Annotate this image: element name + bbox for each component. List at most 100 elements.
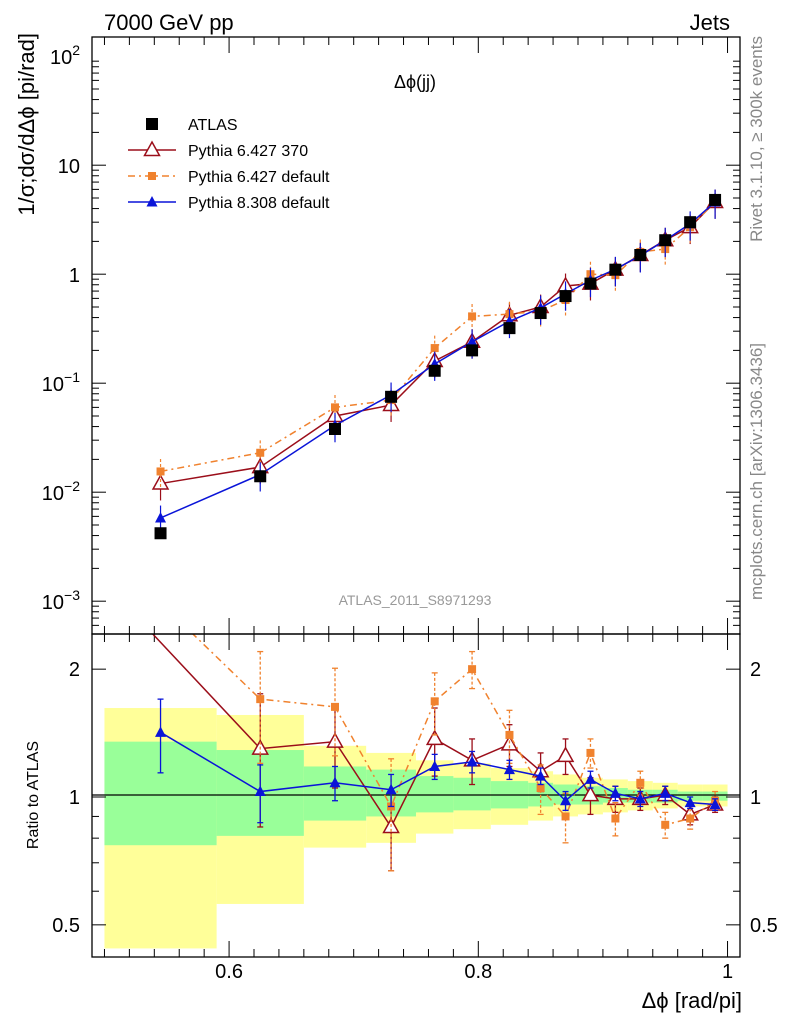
main-title: Δϕ(jj) [394,72,436,92]
marker-open-triangle [556,746,575,763]
y-tick-label: 10−1 [42,369,80,396]
marker-small-square [505,730,514,739]
marker-filled-triangle [466,755,478,767]
marker-small-square [430,344,439,353]
marker-filled-triangle [709,798,721,810]
marker-square [466,344,479,357]
y-tick-label-base: 10 [42,483,64,505]
legend: ATLAS Pythia 6.427 370 Pythia 6.427 defaul… [128,117,330,212]
side-label-bottom: mcplots.cern.ch [arXiv:1306.3436] [747,343,766,600]
marker-square [709,193,722,206]
legend-label: ATLAS [188,117,238,134]
ratio-frame [91,633,741,958]
main-series-py8 [155,189,721,535]
marker-filled-triangle [466,335,478,347]
marker-small-square [256,695,265,704]
watermark: ATLAS_2011_S8971293 [339,592,492,608]
marker-small-square [430,697,439,706]
marker-filled-triangle [659,787,671,798]
marker-filled-triangle [684,796,696,808]
ratio-y-tick-label-right: 1 [750,787,761,809]
marker-filled-triangle [609,787,621,798]
marker-square [146,118,158,130]
marker-filled-triangle [584,773,596,784]
marker-small-square [331,403,339,412]
legend-label: Pythia 6.427 default [188,169,330,186]
y-tick-label: 10−3 [42,587,80,614]
marker-square [559,290,572,303]
marker-filled-triangle [329,776,341,788]
marker-square [428,364,441,377]
marker-small-square [468,665,477,674]
marker-filled-triangle [634,792,646,804]
side-label-top: Rivet 3.1.10, ≥ 300k events [747,36,766,242]
marker-square [154,527,167,540]
marker-square [503,322,516,335]
marker-small-square [468,312,477,321]
legend-item-atlas: ATLAS [146,117,238,134]
main-series-atlas [154,193,722,540]
marker-small-square [561,812,570,821]
marker-filled-triangle [560,794,572,806]
marker-square [684,216,697,229]
legend-label: Pythia 8.308 default [188,195,330,212]
marker-open-triangle [143,140,161,157]
band-green [677,791,703,801]
marker-square [634,248,647,261]
marker-square [584,277,597,290]
legend-item-py6_370: Pythia 6.427 370 [128,140,308,160]
marker-small-square [536,784,545,793]
marker-filled-triangle [254,785,266,797]
marker-small-square [636,778,645,787]
ratio-y-tick-label-right: 0.5 [750,915,778,937]
marker-square [534,307,547,320]
series-line [160,201,716,473]
main-series-py6_default [156,189,720,489]
ratio-series-py8 [155,698,721,824]
marker-small-square [611,814,620,823]
header-right: Jets [690,10,730,35]
marker-filled-triangle [146,196,158,207]
marker-filled-triangle [155,511,167,523]
ratio-y-tick-label: 1 [69,787,80,809]
ratio-y-tick-label: 2 [69,659,80,681]
marker-open-triangle [425,729,444,746]
marker-small-square [331,702,339,711]
y-tick-label-exp: −2 [64,478,80,494]
y-tick-label-base: 10 [50,47,72,69]
band-green [416,776,454,813]
y-tick-label: 10 [58,156,80,178]
ratio-bands [104,708,728,949]
marker-filled-triangle [385,783,397,795]
marker-filled-triangle [535,770,547,781]
x-tick-label: 0.6 [215,961,243,983]
legend-item-py8: Pythia 8.308 default [128,195,330,212]
ratio-y-tick-label-right: 2 [750,659,761,681]
marker-open-triangle [151,474,170,490]
ratio-series-py6_default [191,634,720,872]
y-tick-label: 10−2 [42,478,80,505]
ratio-series [151,634,724,872]
y-tick-label-exp: 2 [72,42,80,58]
marker-small-square [661,820,670,829]
y-tick-label: 1 [69,265,80,287]
y-tick-label-base: 10 [58,156,80,178]
y-tick-label-exp: −3 [64,587,80,603]
marker-square [609,263,622,276]
marker-filled-triangle [503,763,515,775]
marker-filled-triangle [429,760,441,771]
y-tick-label-base: 10 [42,592,64,614]
legend-label: Pythia 6.427 370 [188,143,308,160]
marker-small-square [586,748,595,757]
marker-square [385,390,398,403]
series-line [191,634,716,826]
series-line [160,201,716,485]
y-tick-label-base: 1 [69,265,80,287]
ratio-y-tick-label: 0.5 [52,915,80,937]
marker-open-triangle [581,785,600,802]
ratio-ylabel: Ratio to ATLAS [25,741,42,849]
y-tick-label-exp: −1 [64,369,80,385]
marker-square [659,234,672,247]
